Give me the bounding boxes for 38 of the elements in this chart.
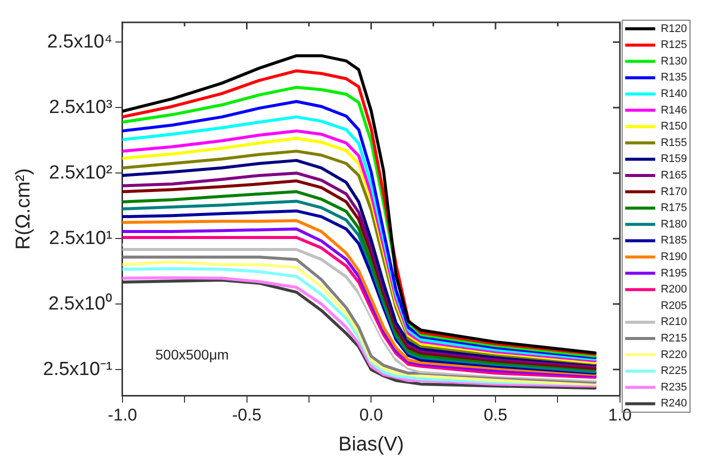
legend-label: R240 (660, 398, 687, 410)
y-tick-label: 2.5x10³ (49, 96, 112, 118)
legend-label: R185 (660, 234, 687, 247)
x-tick-label: 1.0 (608, 405, 632, 424)
legend-label: R146 (660, 104, 687, 116)
legend-label: R150 (660, 120, 687, 133)
x-tick-label: 0.0 (359, 405, 383, 424)
y-tick-label: 2.5x10⁻¹ (43, 358, 112, 380)
legend-label: R200 (660, 284, 687, 296)
legend-label: R125 (660, 39, 687, 52)
annotation: 500x500μm (155, 346, 229, 362)
legend-label: R195 (660, 267, 687, 280)
legend-label: R225 (660, 365, 687, 378)
y-tick-label: 2.5x10¹ (49, 228, 112, 249)
legend-label: R140 (660, 88, 687, 100)
legend-label: R170 (660, 186, 687, 198)
y-axis-title: R(Ω.cm²) (12, 168, 35, 250)
legend-label: R165 (660, 170, 687, 182)
legend-label: R155 (660, 136, 687, 149)
legend-label: R235 (660, 381, 687, 394)
legend-label: R190 (660, 251, 687, 264)
x-tick-label: -1.0 (108, 405, 138, 424)
x-tick-label: -0.5 (232, 405, 262, 424)
text: R205 (660, 300, 687, 312)
legend-label: R135 (660, 72, 687, 84)
x-axis-title: Bias(V) (338, 434, 404, 456)
legend-label: R210 (660, 316, 687, 328)
legend-label: R130 (660, 55, 687, 68)
legend-label: R180 (660, 218, 687, 230)
x-tick-label: 0.5 (484, 405, 508, 424)
legend-label: R120 (660, 22, 687, 35)
legend-label: R220 (660, 348, 687, 361)
legend-label: R215 (660, 332, 687, 345)
legend-label: R175 (660, 202, 687, 214)
y-tick-label: 2.5x10² (49, 162, 112, 184)
y-tick-label: 2.5x10⁴ (47, 31, 112, 52)
y-tick-label: 2.5x10⁰ (48, 292, 112, 314)
legend-label: R159 (660, 153, 687, 166)
